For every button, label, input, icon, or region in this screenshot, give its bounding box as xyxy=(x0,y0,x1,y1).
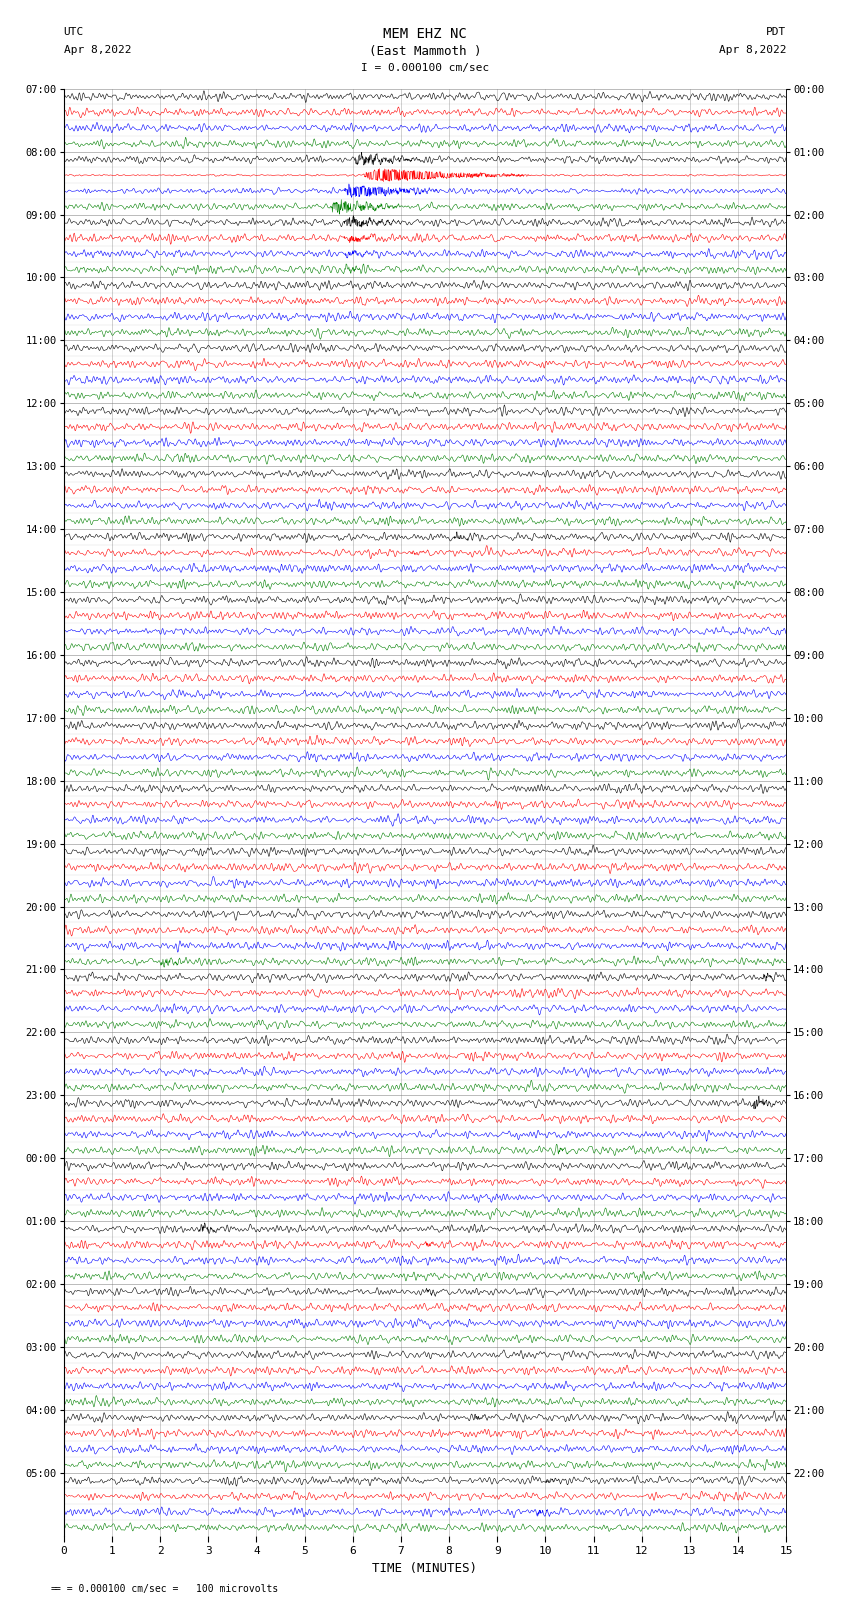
Text: PDT: PDT xyxy=(766,27,786,37)
Text: MEM EHZ NC: MEM EHZ NC xyxy=(383,27,467,42)
Text: (East Mammoth ): (East Mammoth ) xyxy=(369,45,481,58)
X-axis label: TIME (MINUTES): TIME (MINUTES) xyxy=(372,1561,478,1574)
Text: UTC: UTC xyxy=(64,27,84,37)
Text: I = 0.000100 cm/sec: I = 0.000100 cm/sec xyxy=(361,63,489,73)
Text: = = 0.000100 cm/sec =   100 microvolts: = = 0.000100 cm/sec = 100 microvolts xyxy=(55,1584,279,1594)
Text: Apr 8,2022: Apr 8,2022 xyxy=(64,45,131,55)
Text: =: = xyxy=(51,1584,57,1594)
Text: Apr 8,2022: Apr 8,2022 xyxy=(719,45,786,55)
